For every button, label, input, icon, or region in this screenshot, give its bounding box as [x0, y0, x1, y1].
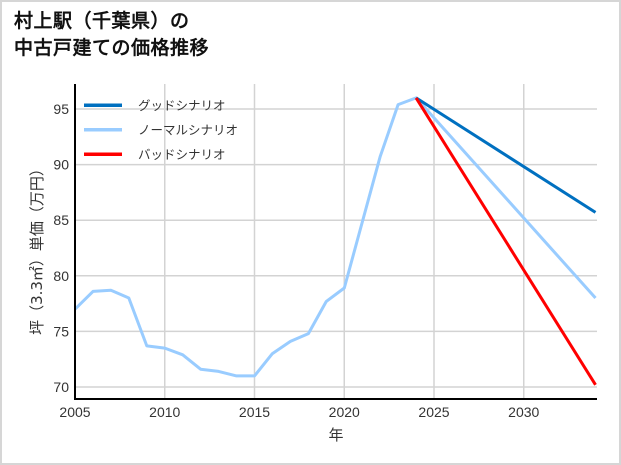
x-tick-label: 2005: [59, 404, 90, 420]
series-line: [73, 96, 597, 378]
chart-title: 村上駅（千葉県）の 中古戸建ての価格推移: [14, 10, 210, 59]
x-tick-label: 2010: [149, 404, 180, 420]
y-axis-label: 坪（3.3㎡）単価（万円）: [28, 161, 46, 335]
legend-swatch: [84, 103, 122, 107]
legend-swatch: [84, 128, 122, 132]
y-tick-label: 75: [53, 323, 69, 339]
y-tick-label: 85: [53, 212, 69, 228]
legend-label: バッドシナリオ: [138, 147, 226, 162]
y-tick-label: 95: [53, 101, 69, 117]
x-tick-labels: 2005 2010 2015 2020 2025 2030: [59, 404, 539, 420]
series-lines: [73, 96, 597, 386]
series-line: [414, 97, 597, 386]
legend-label: グッドシナリオ: [138, 98, 226, 113]
y-tick-label: 80: [53, 268, 69, 284]
y-tick-labels: 95 90 85 80 75 70: [53, 101, 69, 395]
axes: [74, 84, 597, 400]
x-tick-label: 2025: [418, 404, 449, 420]
legend-swatch: [84, 152, 122, 156]
y-tick-label: 90: [53, 157, 69, 173]
x-tick-label: 2015: [239, 404, 270, 420]
y-tick-label: 70: [53, 379, 69, 395]
series-line: [415, 96, 597, 214]
legend-label: ノーマルシナリオ: [138, 123, 238, 138]
x-axis-label: 年: [328, 426, 343, 444]
gridlines: [74, 84, 597, 399]
x-tick-label: 2030: [508, 404, 539, 420]
x-tick-label: 2020: [329, 404, 360, 420]
